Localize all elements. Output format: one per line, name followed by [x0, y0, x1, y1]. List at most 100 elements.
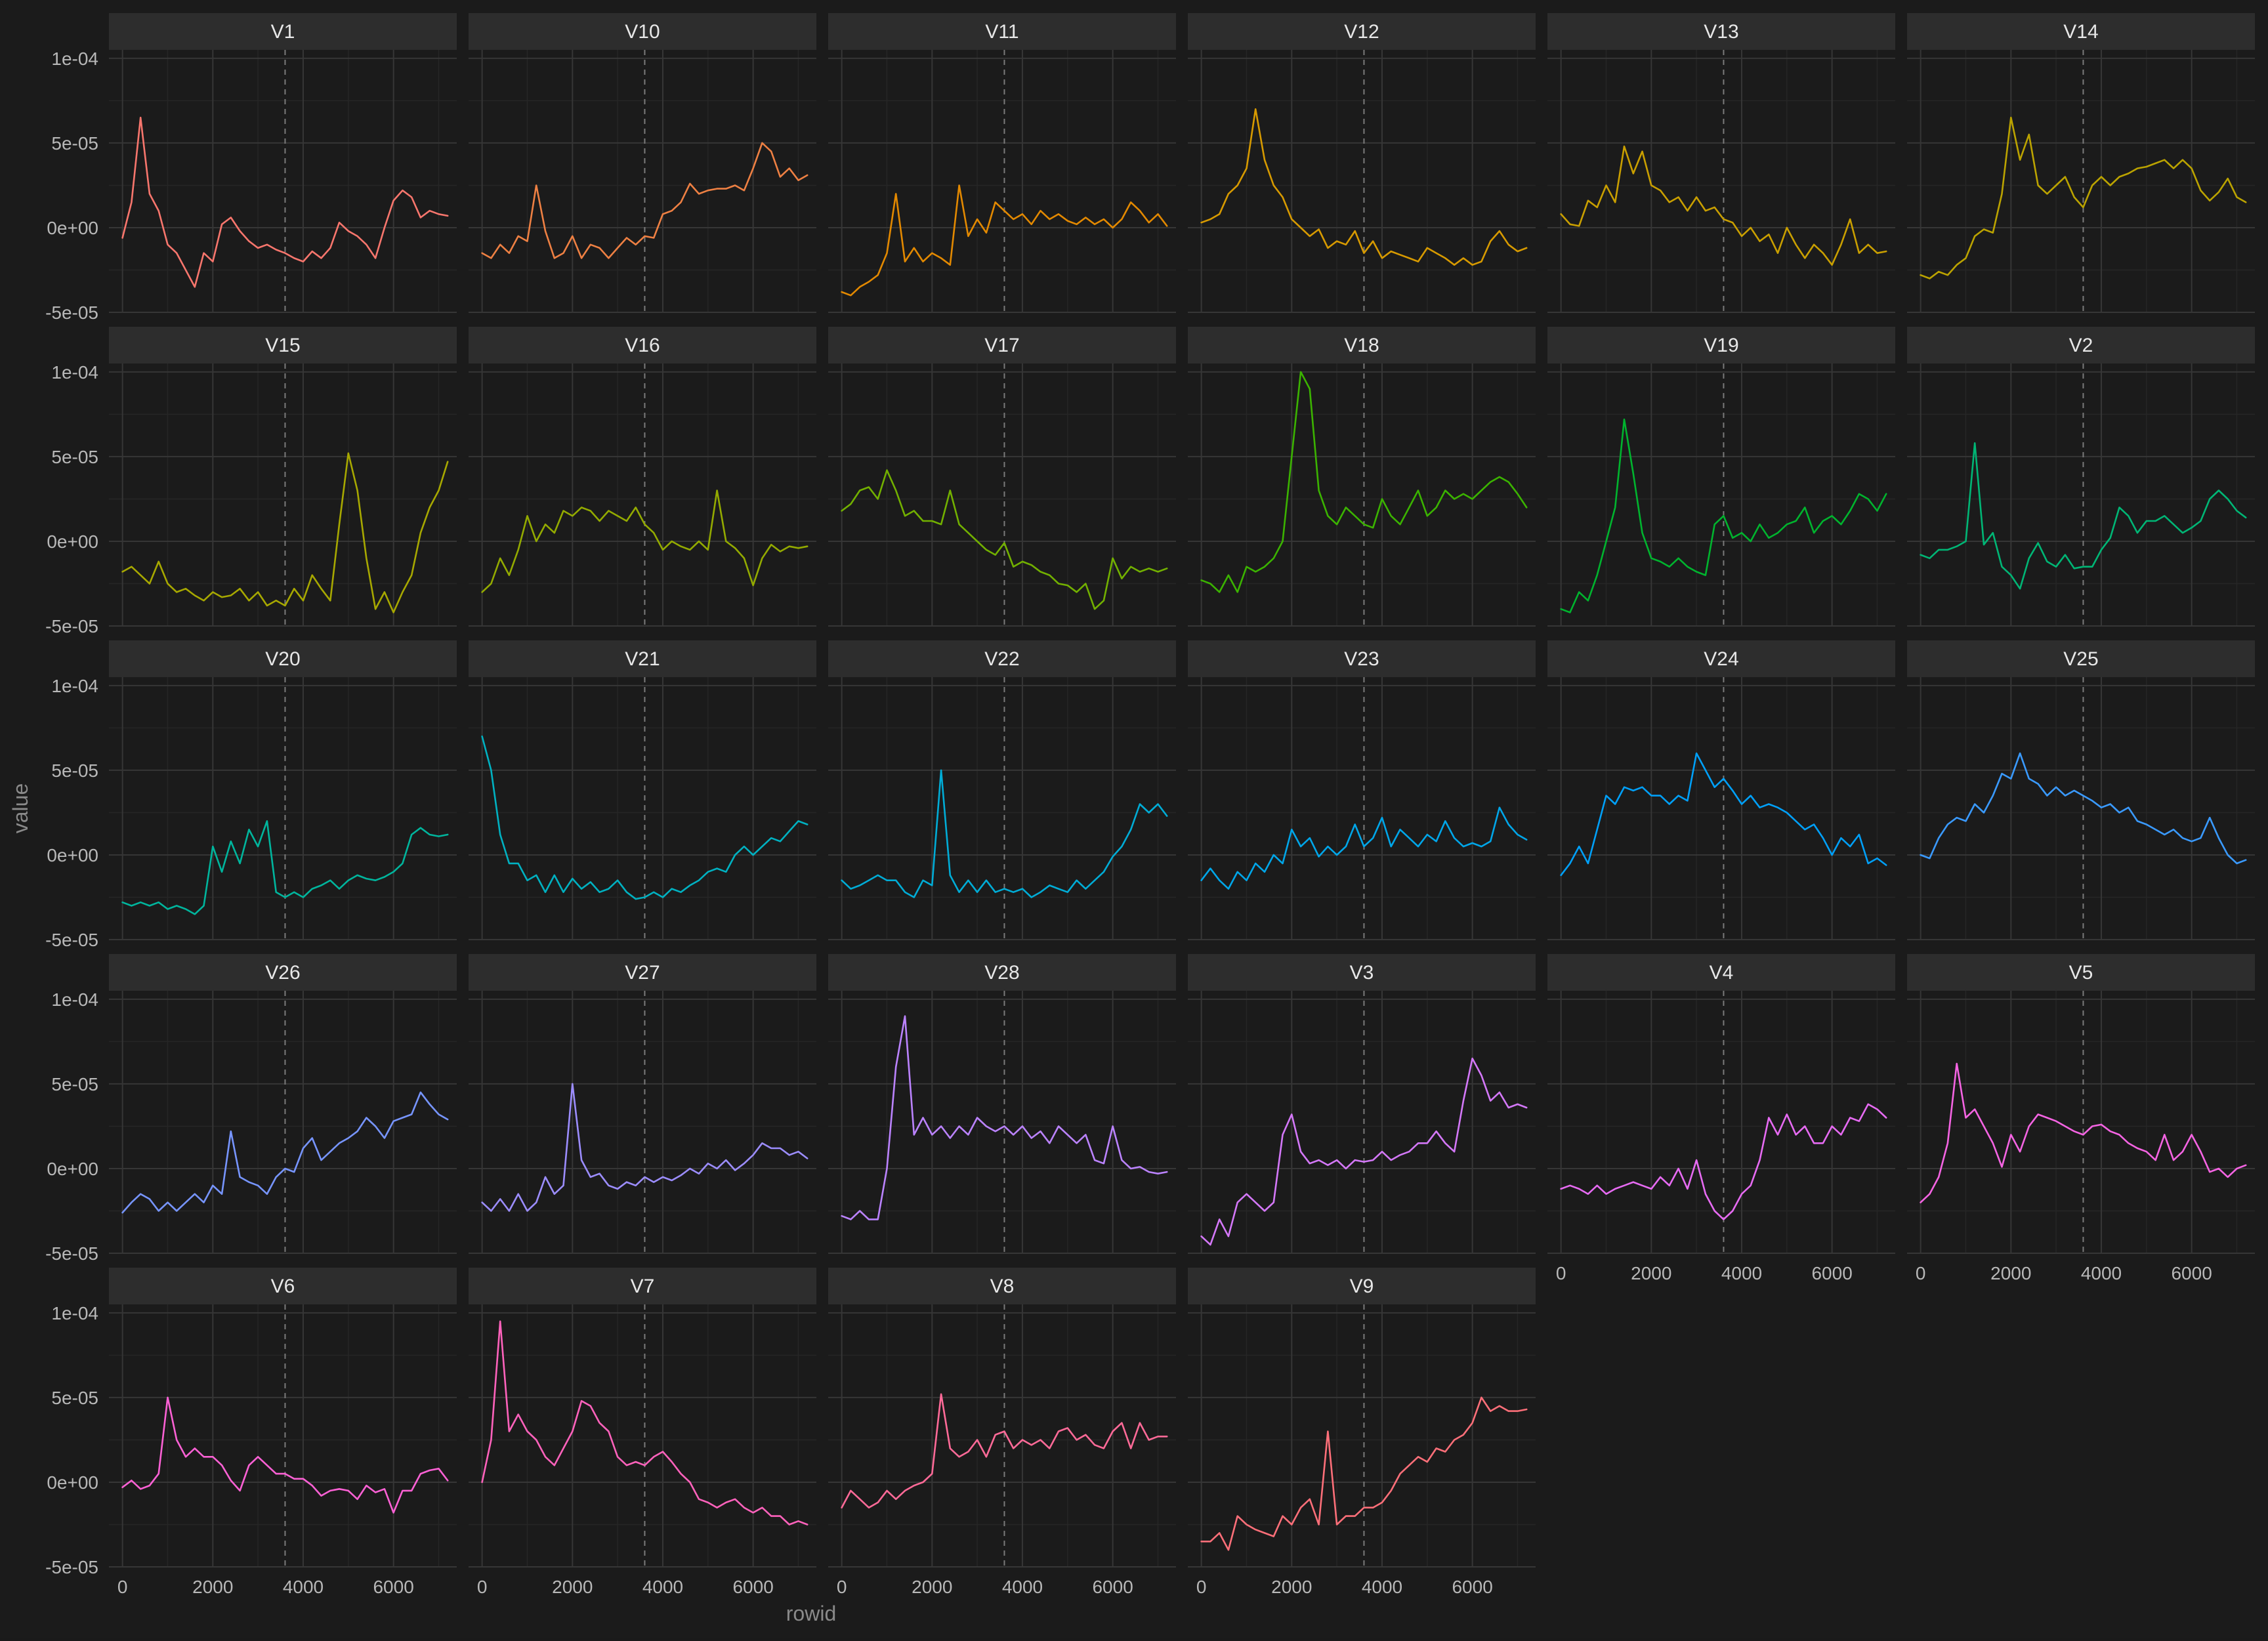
series-line	[481, 736, 808, 900]
y-tick-label: 5e-05	[51, 760, 98, 781]
y-tick-label: 1e-04	[51, 362, 98, 383]
facet-strip-label: V27	[625, 962, 660, 984]
y-tick-label: 1e-04	[51, 1303, 98, 1323]
facet-strip-label: V26	[265, 962, 300, 984]
facet-panel: V9 0 2000 4000 6000	[1188, 1268, 1536, 1597]
y-tick-label: 0e+00	[47, 531, 98, 552]
x-tick-label: 0	[837, 1577, 847, 1597]
facet-panel: V1 1e-04 5e-05 0e+00 -5e-05	[45, 13, 457, 323]
facet-panel: V3	[1188, 954, 1536, 1254]
facet-panel: V7 0 2000 4000 6000	[469, 1268, 816, 1597]
facet-strip-label: V25	[2063, 648, 2098, 670]
series-line	[121, 1396, 449, 1514]
series-line	[1560, 418, 1887, 613]
x-tick-label: 0	[1556, 1263, 1566, 1283]
y-tick-label: -5e-05	[45, 1243, 98, 1264]
facet-panel: V14	[1907, 13, 2255, 313]
y-tick-label: 0e+00	[47, 218, 98, 238]
series-line	[481, 1320, 808, 1526]
series-line	[121, 452, 449, 613]
facet-panel: V21	[469, 640, 816, 940]
facet-strip-label: V24	[1704, 648, 1738, 670]
facet-strip	[1547, 954, 1895, 991]
facet-strip-label: V18	[1344, 335, 1379, 356]
y-tick-label: -5e-05	[45, 1557, 98, 1577]
series-line	[1560, 145, 1887, 266]
facet-panel: V27	[469, 954, 816, 1254]
facet-strip-label: V23	[1344, 648, 1379, 670]
facet-strip	[1188, 1268, 1536, 1304]
y-tick-label: 1e-04	[51, 989, 98, 1010]
series-line	[1920, 116, 2247, 280]
facet-strip-label: V15	[265, 335, 300, 356]
facet-strip-label: V7	[631, 1276, 655, 1297]
facet-strip	[1188, 327, 1536, 364]
facet-strip	[109, 327, 457, 364]
x-tick-label: 2000	[1271, 1577, 1312, 1597]
facet-strip	[1547, 640, 1895, 677]
x-tick-label: 4000	[2081, 1263, 2122, 1283]
facet-strip-label: V4	[1710, 962, 1734, 984]
x-tick-label: 4000	[642, 1577, 683, 1597]
facet-strip	[828, 13, 1176, 50]
facet-strip	[828, 1268, 1176, 1304]
facet-strip	[109, 13, 457, 50]
series-line	[1200, 108, 1528, 266]
y-tick-label: 0e+00	[47, 845, 98, 865]
y-tick-label: 5e-05	[51, 447, 98, 467]
facet-panel: V6 1e-04 5e-05 0e+00 -5e-05 0 2000 4000 6000	[45, 1268, 457, 1597]
y-tick-label: 1e-04	[51, 49, 98, 69]
x-tick-label: 4000	[1002, 1577, 1043, 1597]
y-tick-label: -5e-05	[45, 302, 98, 323]
facet-strip-label: V11	[985, 21, 1018, 43]
series-line	[121, 820, 449, 915]
facet-strip	[828, 954, 1176, 991]
facet-panel: V18	[1188, 327, 1536, 627]
series-line	[1920, 752, 2247, 865]
series-line	[841, 1015, 1168, 1220]
x-tick-label: 4000	[1721, 1263, 1762, 1283]
facet-strip	[109, 1268, 457, 1304]
facet-panel: V15 1e-04 5e-05 0e+00 -5e-05	[45, 327, 457, 636]
facet-panel: V11	[828, 13, 1176, 313]
x-tick-label: 2000	[1990, 1263, 2031, 1283]
facet-strip	[1907, 327, 2255, 364]
series-line	[841, 469, 1168, 610]
y-tick-label: -5e-05	[45, 616, 98, 636]
series-line	[1200, 371, 1528, 593]
facet-strip-label: V21	[625, 648, 660, 670]
series-line	[121, 1091, 449, 1214]
facet-strip	[1188, 13, 1536, 50]
x-tick-label: 6000	[1092, 1577, 1133, 1597]
facet-strip-label: V2	[2069, 335, 2093, 356]
facet-strip-label: V5	[2069, 962, 2093, 984]
x-tick-label: 0	[477, 1577, 488, 1597]
series-line	[481, 142, 808, 259]
series-line	[1200, 1057, 1528, 1246]
facet-panel: V8 0 2000 4000 6000	[828, 1268, 1176, 1597]
facet-strip-label: V9	[1350, 1276, 1374, 1297]
y-tick-label: 0e+00	[47, 1472, 98, 1493]
facet-strip	[1547, 13, 1895, 50]
facet-panel: V25	[1907, 640, 2255, 940]
facet-strip	[1907, 13, 2255, 50]
facet-panel: V20 1e-04 5e-05 0e+00 -5e-05	[45, 640, 457, 950]
x-tick-label: 6000	[732, 1577, 773, 1597]
facet-strip-label: V16	[625, 335, 660, 356]
facet-panel: V10	[469, 13, 816, 313]
facet-strip	[109, 640, 457, 677]
y-axis-title: value	[9, 783, 32, 834]
facet-panel: V17	[828, 327, 1176, 627]
x-axis-title: rowid	[786, 1602, 836, 1625]
x-tick-label: 4000	[283, 1577, 324, 1597]
x-tick-label: 6000	[1452, 1577, 1492, 1597]
facet-strip-label: V1	[271, 21, 295, 43]
facet-strip-label: V19	[1704, 335, 1738, 356]
x-tick-label: 6000	[1811, 1263, 1852, 1283]
facet-panel: V5 0 2000 4000 6000	[1907, 954, 2255, 1283]
facet-strip	[109, 954, 457, 991]
x-tick-label: 0	[1916, 1263, 1926, 1283]
facet-strip-label: V20	[265, 648, 300, 670]
facet-panel: V13	[1547, 13, 1895, 313]
facet-strip	[469, 327, 816, 364]
